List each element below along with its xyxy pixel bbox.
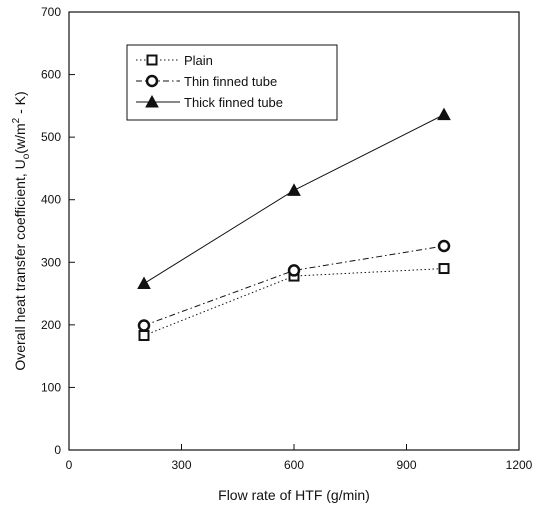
x-axis-label: Flow rate of HTF (g/min) (218, 487, 370, 503)
y-tick-label: 100 (41, 380, 61, 394)
data-point (437, 107, 451, 121)
legend-marker (145, 94, 159, 108)
legend-marker (146, 54, 158, 66)
series-circle (137, 239, 451, 332)
y-axis-label-main: Overall heat transfer coefficient, U (12, 159, 28, 370)
x-tick-label: 0 (66, 458, 73, 472)
series-layer (137, 107, 451, 341)
y-tick-label: 400 (41, 193, 61, 207)
legend-marker (145, 74, 159, 88)
series-line (143, 114, 445, 284)
data-point (137, 319, 151, 332)
y-axis-label-units: (w/m (12, 123, 28, 153)
legend-label: Plain (184, 53, 213, 68)
data-point (437, 239, 451, 253)
y-tick-label: 0 (54, 443, 61, 457)
data-point (438, 263, 450, 275)
y-axis-label: Overall heat transfer coefficient, Uo(w/… (11, 91, 32, 370)
data-point (138, 329, 150, 341)
legend-item: Plain (136, 53, 213, 68)
legend-item: Thin finned tube (136, 74, 277, 89)
x-tick-label: 1200 (506, 458, 533, 472)
legend-box (126, 44, 338, 121)
x-tick-label: 300 (171, 458, 191, 472)
series-line (143, 245, 445, 326)
data-point (137, 276, 151, 290)
legend: Plain Thin finned tube Thick finned tube (126, 44, 338, 121)
y-axis-label-sup: 2 (11, 117, 22, 123)
legend-label: Thin finned tube (184, 74, 277, 89)
y-tick-label: 700 (41, 5, 61, 19)
y-axis-label-sub: o (21, 153, 32, 159)
y-tick-label: 300 (41, 255, 61, 269)
x-tick-label: 600 (284, 458, 304, 472)
legend-items: Plain Thin finned tube Thick finned tube (136, 53, 283, 110)
legend-item: Thick finned tube (136, 94, 283, 110)
series-triangle (137, 107, 451, 290)
legend-label: Thick finned tube (184, 95, 283, 110)
y-axis-label-units-end: - K) (12, 91, 28, 117)
axis-ticks: 0 300 600 900 1200 0 100 200 300 400 500 600 700 (41, 5, 533, 472)
y-tick-label: 500 (41, 130, 61, 144)
x-tick-label: 900 (396, 458, 416, 472)
data-point (287, 264, 301, 277)
y-tick-label: 200 (41, 318, 61, 332)
y-tick-label: 600 (41, 68, 61, 82)
data-point (287, 183, 301, 196)
